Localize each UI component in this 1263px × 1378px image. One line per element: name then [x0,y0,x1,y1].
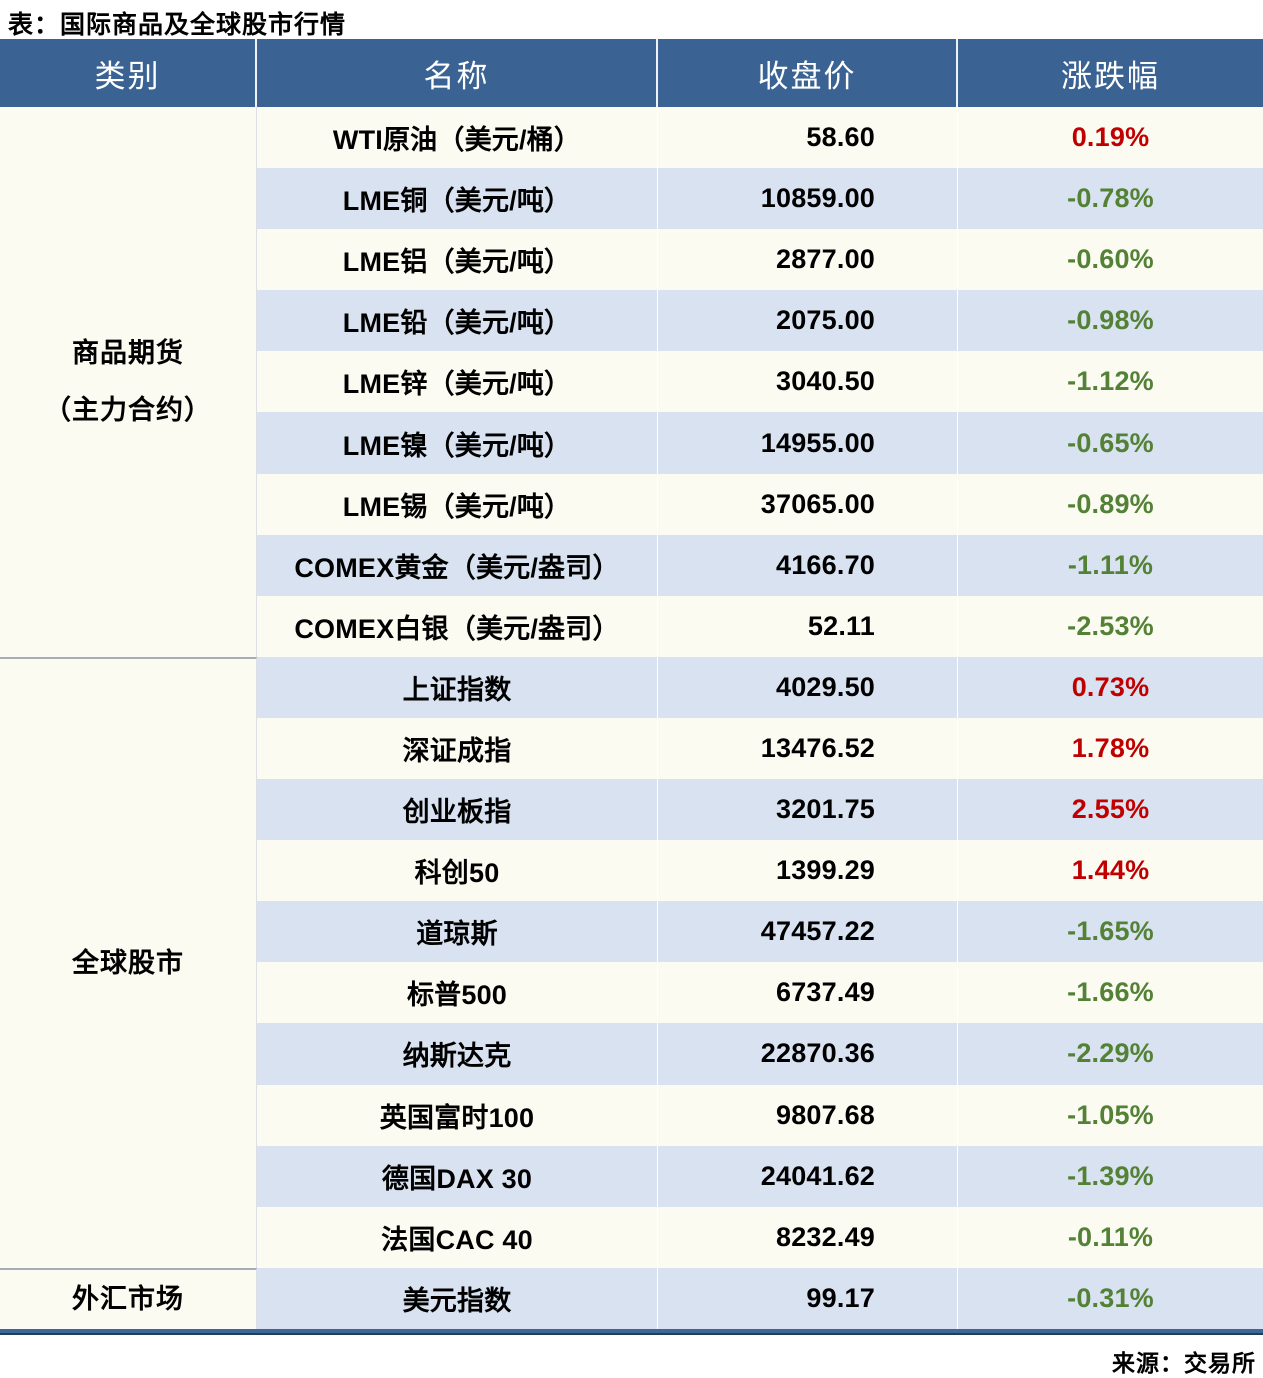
name-cell: 标普500 [257,962,658,1024]
category-cell-commodities: 商品期货 （主力合约） [0,107,257,657]
name-cell: 创业板指 [257,779,658,841]
close-cell: 3040.50 [658,351,958,413]
name-cell: 法国CAC 40 [257,1206,658,1268]
change-cell: 1.78% [958,717,1263,780]
header-cell-name: 名称 [257,39,658,107]
header-cell-close: 收盘价 [658,39,958,107]
close-cell: 99.17 [658,1267,958,1329]
close-cell: 13476.52 [658,717,958,780]
close-cell: 52.11 [658,595,958,657]
name-cell: LME锡（美元/吨） [257,473,658,535]
category-line: 全球股市 [72,947,184,978]
change-cell: -1.66% [958,962,1263,1024]
close-cell: 47457.22 [658,901,958,963]
name-cell: 深证成指 [257,717,658,780]
name-cell: 上证指数 [257,656,658,718]
source-caption: 来源：交易所 [1112,1349,1256,1376]
table-bottom-border [0,1328,1263,1335]
close-cell: 3201.75 [658,779,958,841]
header-cell-category: 类别 [0,39,257,107]
name-cell: LME锌（美元/吨） [257,351,658,413]
close-cell: 8232.49 [658,1206,958,1268]
close-cell: 37065.00 [658,473,958,535]
change-cell: -1.12% [958,351,1263,413]
change-cell: -0.65% [958,412,1263,474]
market-table: 类别 名称 收盘价 涨跌幅 商品期货 （主力合约） WTI原油（美元/桶） 58… [0,39,1263,1329]
name-cell: 美元指数 [257,1267,658,1329]
name-cell: 英国富时100 [257,1084,658,1146]
change-cell: 0.19% [958,107,1263,169]
change-cell: -1.39% [958,1145,1263,1207]
name-cell: 德国DAX 30 [257,1145,658,1207]
change-cell: -1.65% [958,901,1263,963]
close-cell: 22870.36 [658,1023,958,1085]
category-line: 商品期货 [72,337,184,368]
close-cell: 58.60 [658,107,958,169]
close-cell: 10859.00 [658,168,958,230]
change-cell: -0.60% [958,229,1263,291]
name-cell: LME铝（美元/吨） [257,229,658,291]
name-cell: WTI原油（美元/桶） [257,107,658,169]
close-cell: 2075.00 [658,290,958,352]
change-cell: -1.11% [958,534,1263,596]
header-cell-change: 涨跌幅 [958,39,1263,107]
change-cell: -2.53% [958,595,1263,657]
change-cell: 2.55% [958,779,1263,841]
name-cell: COMEX白银（美元/盎司） [257,595,658,657]
category-line: （主力合约） [44,394,212,425]
close-cell: 4029.50 [658,656,958,718]
close-cell: 4166.70 [658,534,958,596]
name-cell: 纳斯达克 [257,1023,658,1085]
change-cell: -2.29% [958,1023,1263,1085]
change-cell: 1.44% [958,840,1263,902]
table-title: 表：国际商品及全球股市行情 [8,11,347,39]
close-cell: 9807.68 [658,1084,958,1146]
close-cell: 2877.00 [658,229,958,291]
name-cell: 科创50 [257,840,658,902]
close-cell: 14955.00 [658,412,958,474]
name-cell: 道琼斯 [257,901,658,963]
close-cell: 24041.62 [658,1145,958,1207]
change-cell: -0.11% [958,1206,1263,1268]
close-cell: 6737.49 [658,962,958,1024]
close-cell: 1399.29 [658,840,958,902]
name-cell: LME铜（美元/吨） [257,168,658,230]
change-cell: -0.31% [958,1267,1263,1329]
name-cell: COMEX黄金（美元/盎司） [257,534,658,596]
category-cell-global-equities: 全球股市 [0,656,257,1268]
category-cell-fx-market: 外汇市场 [0,1267,257,1329]
name-cell: LME铅（美元/吨） [257,290,658,352]
category-line: 外汇市场 [72,1283,184,1314]
change-cell: 0.73% [958,656,1263,718]
name-cell: LME镍（美元/吨） [257,412,658,474]
change-cell: -0.78% [958,168,1263,230]
change-cell: -0.89% [958,473,1263,535]
change-cell: -1.05% [958,1084,1263,1146]
change-cell: -0.98% [958,290,1263,352]
